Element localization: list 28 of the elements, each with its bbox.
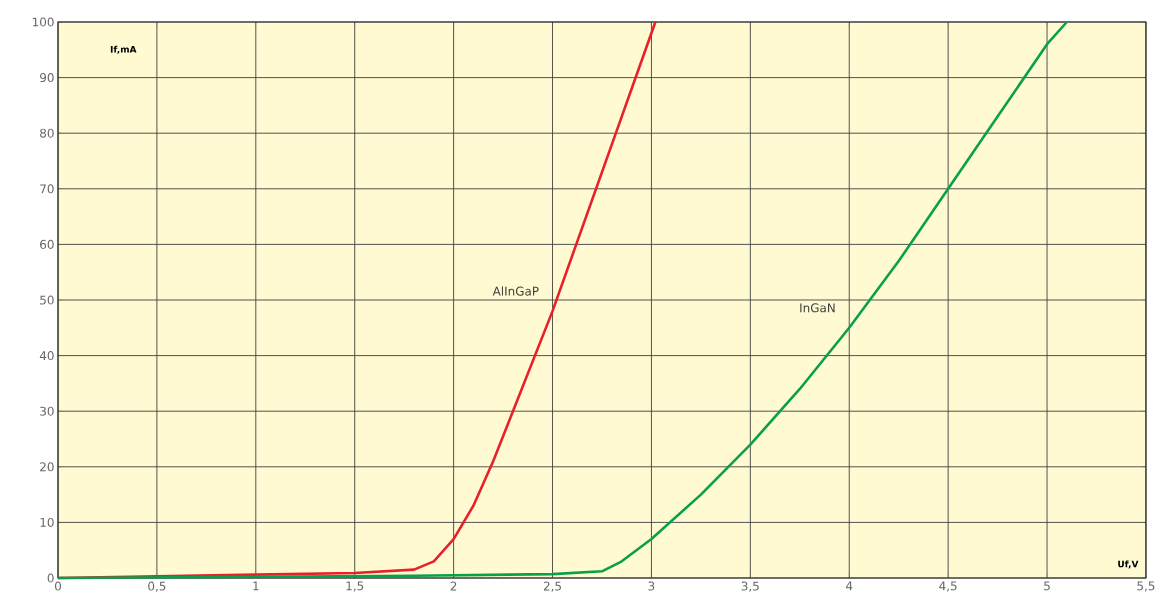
y-tick-label: 70 [40, 184, 54, 194]
x-tick-label: 4 [846, 581, 853, 591]
y-tick-label: 60 [40, 239, 54, 249]
y-tick-label: 50 [40, 295, 54, 305]
series-label: InGaN [800, 303, 835, 313]
x-tick-label: 2,5 [543, 581, 561, 592]
y-tick-label: 100 [32, 17, 54, 27]
x-axis-title: Uf,V [1118, 560, 1139, 569]
y-tick-label: 30 [40, 406, 54, 416]
y-axis-title: If,mA [110, 45, 137, 54]
x-tick-label: 3,5 [741, 581, 759, 592]
x-tick-label: 5 [1044, 581, 1050, 591]
y-tick-label: 0 [47, 573, 54, 583]
x-tick-label: 3 [648, 581, 655, 591]
y-tick-label: 20 [40, 462, 54, 472]
y-tick-label: 40 [39, 351, 54, 361]
y-tick-label: 10 [40, 517, 54, 527]
x-tick-label: 4,5 [939, 581, 957, 592]
series-label: AlInGaP [492, 286, 539, 296]
line-series [56, 20, 1069, 580]
x-tick-label: 1,5 [346, 581, 364, 592]
x-tick-label: 0,5 [148, 581, 166, 592]
y-tick-label: 90 [40, 73, 54, 83]
x-tick-label: 1 [253, 581, 259, 591]
y-tick-label: 80 [40, 128, 54, 138]
x-tick-label: 2 [450, 581, 457, 591]
x-tick-label: 0 [54, 581, 62, 591]
x-tick-label: 5,5 [1137, 581, 1155, 592]
